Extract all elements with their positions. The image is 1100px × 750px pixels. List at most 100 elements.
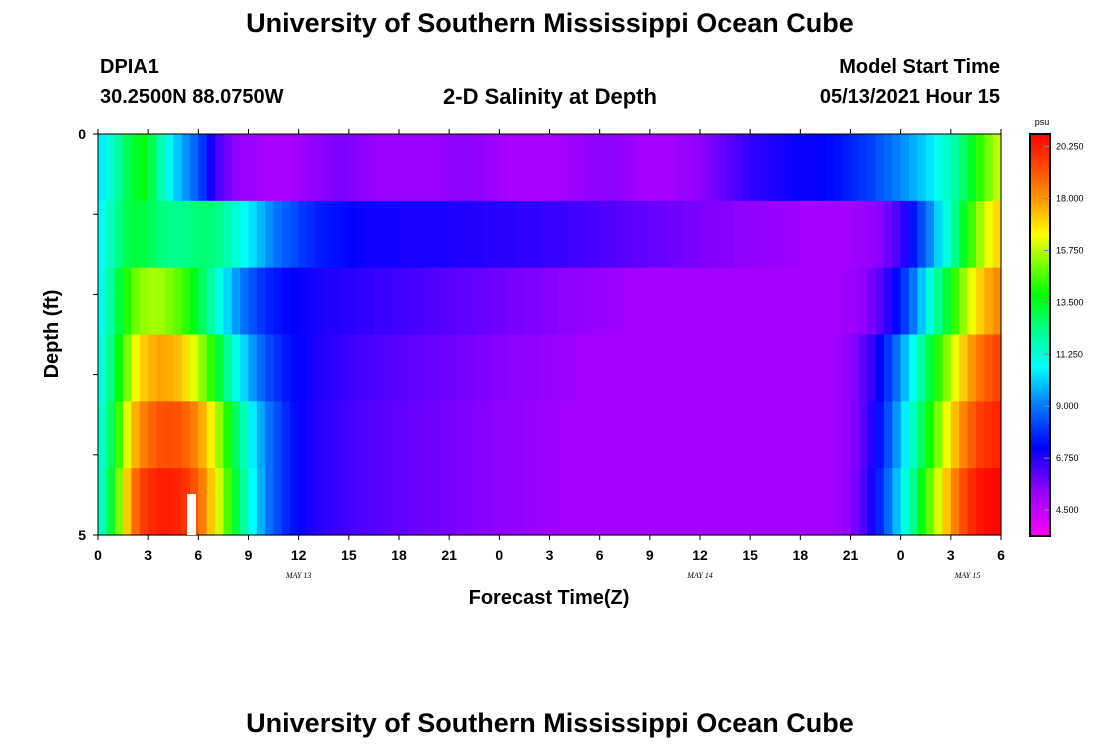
- heatmap-cell: [716, 468, 726, 536]
- heatmap-cell: [148, 401, 158, 469]
- heatmap-cell: [315, 401, 325, 469]
- x-tick-label: 9: [245, 547, 253, 563]
- heatmap-cell: [683, 468, 693, 536]
- heatmap-cell: [741, 134, 751, 202]
- heatmap-cell: [624, 468, 634, 536]
- heatmap-cell: [892, 468, 902, 536]
- heatmap-cell: [131, 401, 141, 469]
- heatmap-cell: [708, 468, 718, 536]
- heatmap-cell: [967, 468, 977, 536]
- heatmap-cell: [490, 134, 500, 202]
- heatmap-cell: [641, 134, 651, 202]
- heatmap-cell: [875, 134, 885, 202]
- heatmap-cell: [465, 334, 475, 402]
- heatmap-cell: [900, 334, 910, 402]
- x-axis-ticks: 0 3 6 9 12 15 18 21 0 3 6 9 12 15 18 21 0 3 6: [94, 129, 1005, 563]
- heatmap-cell: [148, 334, 158, 402]
- heatmap-cell: [574, 334, 584, 402]
- heatmap-cell: [98, 267, 107, 336]
- date-labels: MAY 13 MAY 14 MAY 15: [285, 571, 980, 580]
- heatmap-cell: [833, 401, 843, 469]
- heatmap-cell: [123, 334, 133, 402]
- x-tick-label: 21: [843, 547, 859, 563]
- heatmap-cell: [766, 200, 776, 269]
- heatmap-cell: [791, 334, 801, 402]
- heatmap-cell: [808, 134, 818, 202]
- heatmap-cell: [524, 468, 534, 536]
- heatmap-cell: [691, 134, 701, 202]
- heatmap-cell: [507, 401, 517, 469]
- heatmap-cell: [758, 401, 768, 469]
- heatmap-cell: [959, 468, 969, 536]
- heatmap-cell: [942, 468, 952, 536]
- heatmap-cell: [741, 200, 751, 269]
- heatmap-cell: [649, 267, 659, 336]
- heatmap-cell: [566, 401, 576, 469]
- heatmap-cell: [156, 468, 166, 536]
- heatmap-cell: [641, 200, 651, 269]
- heatmap-cell: [591, 134, 601, 202]
- heatmap-cell: [231, 200, 241, 269]
- heatmap-cell: [925, 334, 935, 402]
- x-axis-title: Forecast Time(Z): [469, 587, 630, 609]
- x-tick-label: 6: [997, 547, 1005, 563]
- heatmap-cell: [909, 267, 918, 336]
- heatmap-cell: [766, 267, 776, 336]
- heatmap-cell: [474, 134, 484, 202]
- heatmap-cell: [173, 200, 183, 269]
- heatmap-cell: [240, 134, 250, 202]
- heatmap-cell: [616, 468, 626, 536]
- heatmap-cell: [733, 200, 743, 269]
- heatmap-cell: [265, 267, 275, 336]
- heatmap-cell: [641, 468, 651, 536]
- heatmap-cell: [265, 401, 275, 469]
- station-id: DPIA1: [100, 56, 159, 78]
- station-location: 30.2500N 88.0750W: [100, 86, 284, 108]
- heatmap-cell: [566, 468, 576, 536]
- heatmap-cell: [574, 468, 584, 536]
- heatmap-cell: [783, 134, 793, 202]
- heatmap-cell: [574, 267, 584, 336]
- heatmap-cell: [415, 334, 425, 402]
- heatmap-cell: [206, 468, 216, 536]
- heatmap-cell: [507, 267, 517, 336]
- heatmap-cell: [909, 334, 918, 402]
- heatmap-cell: [549, 334, 559, 402]
- heatmap-cell: [390, 134, 400, 202]
- x-tick-label: 21: [441, 547, 457, 563]
- heatmap-cell: [348, 468, 358, 536]
- heatmap-cell: [365, 267, 375, 336]
- heatmap-cell: [666, 267, 676, 336]
- heatmap-cell: [198, 200, 208, 269]
- heatmap-cell: [766, 134, 776, 202]
- heatmap-cell: [608, 200, 617, 269]
- heatmap-cell: [424, 134, 434, 202]
- heatmap-cell: [474, 334, 484, 402]
- heatmap-cell: [189, 267, 199, 336]
- colorbar-unit-label: psu: [1035, 117, 1050, 127]
- heatmap-cell: [482, 200, 492, 269]
- heatmap-cell: [917, 334, 927, 402]
- heatmap-cell: [900, 468, 910, 536]
- heatmap-cell: [959, 267, 969, 336]
- heatmap-cell: [307, 267, 316, 336]
- heatmap-cell: [415, 134, 425, 202]
- colorbar-tick-label: 20.250: [1056, 142, 1084, 152]
- y-axis-ticks: 05: [78, 126, 98, 543]
- heatmap-cell: [181, 401, 191, 469]
- heatmap-cell: [900, 134, 910, 202]
- heatmap-cell: [340, 134, 350, 202]
- heatmap-cell: [892, 401, 902, 469]
- heatmap-cell: [892, 334, 902, 402]
- heatmap-cell: [474, 267, 484, 336]
- heatmap-cell: [298, 468, 308, 536]
- heatmap-cell: [516, 401, 526, 469]
- heatmap-cell: [390, 267, 400, 336]
- heatmap-cell: [892, 200, 902, 269]
- heatmap-cell: [541, 200, 551, 269]
- heatmap-cell: [164, 334, 174, 402]
- colorbar-tick-label: 11.250: [1056, 349, 1083, 359]
- heatmap-cell: [223, 334, 233, 402]
- heatmap-cell: [557, 200, 567, 269]
- heatmap-cell: [641, 401, 651, 469]
